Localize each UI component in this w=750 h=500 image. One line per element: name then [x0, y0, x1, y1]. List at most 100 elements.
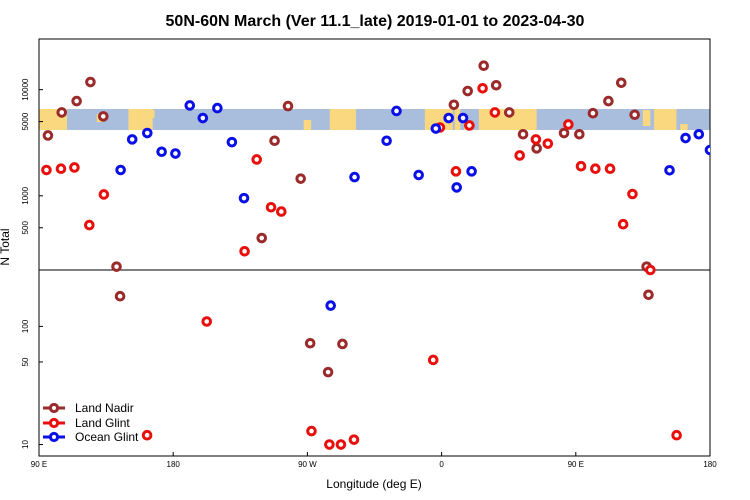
ocean-glint-point: [349, 171, 360, 183]
y-tick-label: 50: [21, 357, 30, 366]
chart-title: 50N-60N March (Ver 11.1_late) 2019-01-01…: [166, 13, 585, 30]
legend-marker-land-nadir: [48, 402, 60, 414]
land-nadir-point: [587, 107, 599, 119]
land-nadir-point: [322, 366, 334, 378]
land-nadir-point: [643, 289, 654, 301]
ocean-glint-point: [197, 112, 209, 124]
ocean-glint-point: [156, 146, 167, 158]
legend-marker-ocean-glint: [48, 431, 60, 443]
y-tick-label: 10: [21, 440, 30, 449]
x-tick-label: 90 E: [568, 460, 584, 469]
land-nadir-point: [574, 128, 585, 140]
land-nadir-point: [337, 338, 348, 350]
land-glint-point: [324, 439, 335, 450]
land-glint-point: [335, 439, 347, 450]
land-nadir-point: [295, 173, 306, 184]
ocean-glint-point: [115, 164, 126, 176]
ocean-glint-point: [126, 134, 138, 145]
land-nadir-point: [269, 135, 280, 147]
ocean-glint-point: [184, 100, 196, 111]
ocean-glint-point: [238, 192, 250, 204]
legend-label-land-nadir: Land Nadir: [75, 401, 134, 415]
land-glint-point: [617, 218, 629, 230]
land-glint-point: [69, 162, 80, 173]
land-nadir-point: [503, 107, 515, 118]
land-nadir-point: [603, 95, 614, 107]
land-nadir-point: [490, 79, 502, 91]
land-nadir-point: [256, 232, 268, 244]
land-glint-point: [627, 188, 638, 200]
ocean-glint-point: [704, 144, 710, 156]
land-glint-point: [98, 189, 110, 200]
ocean-glint-point: [325, 300, 336, 311]
land-glint-point: [530, 134, 542, 145]
ocean-glint-point: [170, 148, 181, 159]
land-glint-point: [604, 163, 616, 175]
y-tick-label: 1000: [21, 186, 30, 204]
map-land-patch: [303, 120, 312, 130]
land-nadir-point: [56, 107, 68, 118]
land-glint-point: [489, 107, 501, 118]
ocean-glint-point: [680, 132, 691, 144]
land-glint-point: [671, 429, 682, 441]
map-land-patch: [680, 124, 688, 130]
map-ocean-region: [152, 109, 330, 130]
plot-frame: [38, 38, 711, 457]
land-glint-point: [265, 201, 277, 213]
land-glint-point: [348, 434, 360, 445]
ocean-glint-point: [457, 112, 469, 124]
x-tick-label: 90 E: [31, 460, 47, 469]
legend-label-land-glint: Land Glint: [75, 416, 130, 430]
land-nadir-point: [517, 128, 529, 140]
land-glint-point: [201, 316, 213, 327]
ocean-glint-point: [443, 112, 454, 124]
land-nadir-point: [629, 109, 640, 121]
x-tick-label: 180: [703, 460, 717, 469]
land-glint-point: [41, 164, 52, 176]
land-glint-point: [55, 163, 67, 175]
land-glint-point: [306, 425, 317, 437]
land-nadir-point: [478, 60, 490, 72]
land-nadir-point: [98, 111, 109, 122]
ocean-glint-point: [212, 102, 223, 114]
x-axis-label: Longitude (deg E): [326, 477, 421, 491]
land-nadir-point: [85, 76, 96, 88]
y-tick-label: 10000: [21, 78, 30, 101]
ocean-glint-point: [141, 127, 153, 139]
land-glint-point: [514, 150, 525, 161]
legend-label-ocean-glint: Ocean Glint: [75, 430, 139, 444]
land-glint-point: [575, 160, 587, 172]
land-nadir-point: [114, 290, 126, 302]
data-points: [41, 60, 710, 450]
ocean-glint-point: [466, 166, 477, 177]
land-glint-point: [645, 264, 656, 276]
ocean-glint-point: [664, 164, 675, 176]
land-nadir-point: [615, 77, 627, 89]
ocean-glint-point: [430, 123, 442, 134]
x-tick-label: 180: [167, 460, 181, 469]
land-glint-point: [276, 206, 287, 217]
x-axis: 90 E 180 90 W 0 90 E 180: [31, 452, 717, 469]
land-glint-point: [141, 429, 153, 441]
ocean-glint-point: [693, 128, 705, 140]
land-nadir-point: [304, 337, 316, 349]
x-tick-label: 0: [439, 460, 444, 469]
ocean-glint-point: [451, 182, 462, 193]
land-nadir-point: [71, 95, 82, 107]
land-nadir-point: [558, 127, 570, 139]
map-land-patch: [642, 110, 651, 126]
y-axis: 500 1000 5000 10000 10 50 100: [21, 78, 43, 449]
map-land-patch: [148, 110, 155, 118]
land-nadir-point: [462, 85, 473, 97]
legend: Land Nadir Land Glint Ocean Glint: [43, 401, 139, 444]
land-glint-point: [464, 120, 475, 131]
y-tick-label: 5000: [21, 112, 30, 130]
land-glint-point: [239, 246, 250, 257]
land-nadir-point: [531, 143, 542, 154]
land-glint-point: [251, 154, 263, 165]
land-glint-point: [84, 219, 95, 231]
land-glint-point: [563, 119, 574, 130]
ocean-glint-point: [226, 136, 238, 148]
land-nadir-point: [111, 261, 122, 272]
